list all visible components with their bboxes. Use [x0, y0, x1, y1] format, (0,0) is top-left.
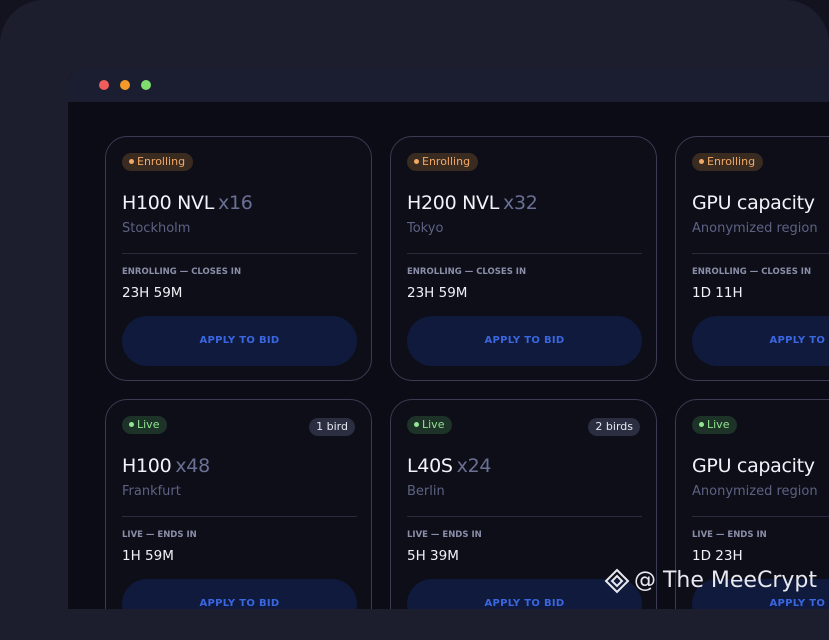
location: Berlin [407, 484, 445, 499]
apply-button[interactable]: APPLY TO BID [407, 316, 642, 366]
offer-card: Live 1 bird H100 x48 Frankfurt LIVE — ENDS IN… [105, 399, 372, 609]
apply-button[interactable]: APPLY TO BID [692, 316, 829, 366]
countdown-label: ENROLLING — CLOSES IN [692, 267, 812, 277]
countdown-label: LIVE — ENDS IN [407, 530, 482, 540]
status-text: Live [422, 418, 445, 431]
watermark: @ The MeeCrypt [604, 568, 817, 594]
apply-button[interactable]: APPLY TO BID [122, 579, 357, 609]
gpu-name: H100 NVL [122, 192, 214, 214]
status-badge: Enrolling [122, 153, 194, 171]
status-badge: Enrolling [692, 153, 764, 171]
apply-button[interactable]: APPLY TO BID [122, 316, 357, 366]
close-button[interactable] [99, 80, 109, 90]
watermark-logo [604, 568, 630, 594]
status-dot [699, 158, 704, 164]
maximize-button[interactable] [141, 80, 151, 90]
apply-button[interactable]: APPLY TO BID [692, 579, 829, 609]
status-text: Live [137, 418, 160, 431]
bid-count: 2 birds [588, 418, 640, 436]
countdown-label: ENROLLING — CLOSES IN [122, 267, 242, 277]
gpu-name: H100 [122, 455, 172, 477]
offer-card: Live GPU capacity Anonymized region LIVE — … [675, 399, 829, 609]
offer-card: Enrolling GPU capacity Anonymized region EN… [675, 136, 829, 381]
location: Frankfurt [122, 484, 181, 499]
gpu-quantity: x48 [175, 455, 210, 477]
status-text: Enrolling [422, 155, 471, 168]
card-title: GPU capacity [692, 192, 815, 214]
status-dot [129, 421, 134, 427]
card-title: L40S x24 [407, 455, 491, 477]
gpu-quantity: x32 [503, 192, 538, 214]
status-dot [699, 421, 704, 427]
card-title: GPU capacity [692, 455, 815, 477]
gpu-name: GPU capacity [692, 455, 815, 477]
countdown-label: LIVE — ENDS IN [692, 530, 767, 540]
divider [692, 516, 829, 517]
apply-button[interactable]: APPLY TO BID [407, 579, 642, 609]
offer-card: Live 2 birds L40S x24 Berlin LIVE — ENDS IN 5H… [390, 399, 657, 609]
location: Anonymized region [692, 484, 818, 499]
offer-card: Enrolling H200 NVL x32 Tokyo ENROLLING — CLO… [390, 136, 657, 381]
countdown-label: LIVE — ENDS IN [122, 530, 197, 540]
gpu-quantity: x16 [218, 192, 253, 214]
status-badge: Live [122, 416, 168, 434]
countdown: 5H 39M [407, 548, 459, 564]
location: Anonymized region [692, 221, 818, 236]
location: Stockholm [122, 221, 191, 236]
countdown: 23H 59M [122, 285, 183, 301]
status-text: Enrolling [137, 155, 186, 168]
card-title: H200 NVL x32 [407, 192, 538, 214]
status-badge: Live [692, 416, 738, 434]
status-badge: Live [407, 416, 453, 434]
countdown-label: ENROLLING — CLOSES IN [407, 267, 527, 277]
watermark-text: @ The MeeCrypt [634, 568, 817, 593]
offer-card: Enrolling H100 NVL x16 Stockholm ENROLLING —… [105, 136, 372, 381]
title-bar [68, 68, 829, 102]
gpu-name: L40S [407, 455, 453, 477]
status-text: Live [707, 418, 730, 431]
divider [407, 516, 642, 517]
status-dot [414, 158, 419, 164]
gpu-quantity: x24 [456, 455, 492, 477]
status-dot [129, 158, 134, 164]
divider [692, 253, 829, 254]
card-title: H100 NVL x16 [122, 192, 253, 214]
minimize-button[interactable] [120, 80, 130, 90]
gpu-name: H200 NVL [407, 192, 499, 214]
status-text: Enrolling [707, 155, 756, 168]
card-title: H100 x48 [122, 455, 210, 477]
countdown: 1D 23H [692, 548, 743, 564]
countdown: 1D 11H [692, 285, 743, 301]
location: Tokyo [407, 221, 444, 236]
status-badge: Enrolling [407, 153, 479, 171]
bid-count: 1 bird [309, 418, 355, 436]
browser-window: Enrolling H100 NVL x16 Stockholm ENROLLING —… [68, 68, 829, 609]
divider [407, 253, 642, 254]
countdown: 23H 59M [407, 285, 468, 301]
divider [122, 253, 357, 254]
status-dot [414, 421, 419, 427]
countdown: 1H 59M [122, 548, 174, 564]
divider [122, 516, 357, 517]
gpu-name: GPU capacity [692, 192, 815, 214]
